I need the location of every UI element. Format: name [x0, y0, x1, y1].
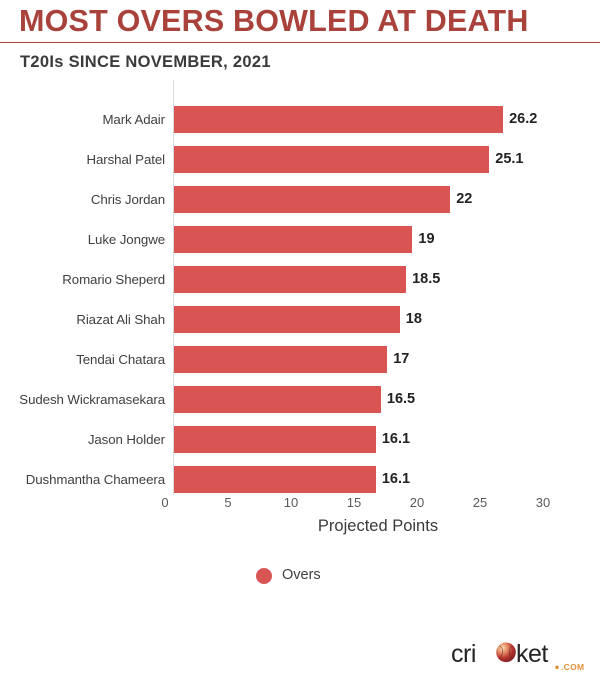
svg-text:cri: cri — [451, 640, 476, 668]
svg-text:ket: ket — [516, 640, 548, 668]
svg-text:.COM: .COM — [561, 662, 584, 672]
